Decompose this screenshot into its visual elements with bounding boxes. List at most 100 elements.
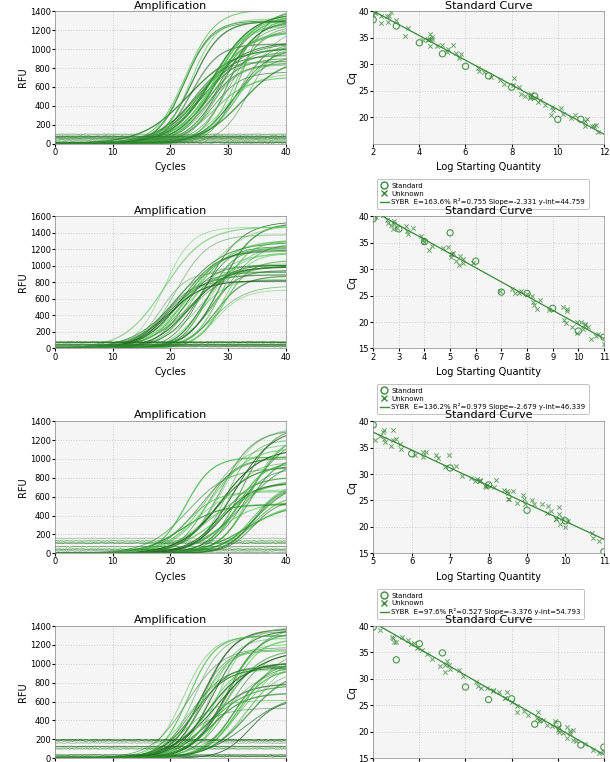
Point	[520, 498, 529, 511]
Point	[446, 248, 456, 261]
Point	[599, 741, 609, 753]
Point	[520, 90, 529, 102]
Point	[564, 514, 573, 527]
Point	[503, 493, 513, 505]
Point	[586, 333, 596, 345]
Legend: Standard, Unknown, SYBR  E=136.2% R²=0.979 Slope=-2.679 y-int=46.339: Standard, Unknown, SYBR E=136.2% R²=0.97…	[377, 384, 589, 414]
Point	[470, 475, 480, 487]
Point	[468, 257, 478, 269]
Point	[392, 654, 401, 666]
Point	[380, 436, 390, 448]
Point	[580, 738, 589, 750]
Point	[391, 434, 401, 446]
Point	[445, 227, 455, 239]
Point	[456, 48, 465, 60]
Point	[407, 638, 417, 650]
Point	[388, 434, 398, 446]
Point	[370, 7, 380, 19]
Point	[456, 250, 465, 262]
Point	[481, 481, 490, 493]
Point	[442, 46, 452, 59]
Point	[495, 74, 504, 86]
Point	[556, 102, 565, 114]
Legend: Standard, Unknown, SYBR  E=163.6% R²=0.755 Slope=-2.331 y-int=44.759: Standard, Unknown, SYBR E=163.6% R²=0.75…	[377, 179, 589, 209]
Point	[533, 706, 543, 718]
Point	[440, 658, 450, 671]
Point	[576, 114, 586, 126]
Point	[418, 447, 428, 459]
Point	[503, 485, 512, 497]
Y-axis label: RFU: RFU	[18, 478, 28, 497]
Point	[392, 20, 401, 32]
Point	[522, 287, 532, 299]
Point	[569, 734, 578, 746]
Point	[368, 213, 378, 225]
Point	[519, 704, 529, 716]
Point	[378, 425, 388, 437]
Point	[417, 644, 427, 656]
Point	[402, 226, 412, 238]
Point	[370, 434, 380, 446]
Point	[500, 691, 509, 703]
Point	[440, 665, 450, 677]
Point	[481, 479, 490, 491]
Title: Standard Curve: Standard Curve	[445, 615, 533, 626]
Y-axis label: RFU: RFU	[18, 682, 28, 702]
Point	[542, 507, 552, 520]
Point	[442, 655, 451, 667]
Point	[565, 727, 575, 739]
Point	[544, 304, 554, 316]
Point	[525, 91, 535, 103]
Point	[389, 636, 399, 648]
Point	[547, 720, 557, 732]
Point	[376, 10, 386, 22]
Point	[568, 724, 578, 736]
Point	[403, 21, 413, 34]
Point	[495, 685, 504, 697]
Point	[382, 10, 392, 22]
Point	[401, 219, 411, 232]
Point	[484, 479, 493, 491]
Point	[487, 685, 497, 697]
Point	[479, 66, 489, 78]
Point	[599, 142, 609, 155]
Point	[410, 449, 420, 461]
Point	[445, 663, 455, 675]
Point	[386, 219, 396, 231]
Point	[443, 43, 453, 55]
Point	[403, 634, 412, 646]
Point	[440, 460, 450, 472]
Point	[372, 205, 382, 217]
Point	[536, 714, 545, 726]
Point	[599, 338, 609, 350]
Point	[509, 72, 518, 85]
Point	[518, 488, 528, 501]
Point	[423, 34, 433, 46]
Point	[529, 498, 539, 511]
Point	[431, 450, 440, 462]
Point	[465, 472, 475, 485]
X-axis label: Log Starting Quantity: Log Starting Quantity	[436, 162, 541, 172]
Point	[368, 621, 378, 633]
Point	[418, 450, 428, 463]
Point	[427, 239, 437, 251]
Point	[553, 718, 562, 730]
Point	[559, 107, 569, 120]
Point	[514, 287, 524, 299]
Point	[368, 8, 378, 21]
Point	[471, 675, 481, 687]
Point	[599, 546, 609, 558]
Point	[475, 474, 484, 486]
Point	[559, 314, 569, 326]
Point	[560, 521, 570, 533]
Point	[418, 34, 428, 46]
Point	[507, 696, 517, 709]
Point	[454, 664, 464, 676]
Point	[448, 247, 458, 259]
Legend: Standard, Unknown, SYBR  E=97.6% R²=0.527 Slope=-3.376 y-int=54.793: Standard, Unknown, SYBR E=97.6% R²=0.527…	[377, 589, 584, 619]
Point	[389, 218, 399, 230]
Point	[391, 14, 401, 26]
X-axis label: Log Starting Quantity: Log Starting Quantity	[436, 367, 541, 377]
Point	[497, 286, 506, 298]
Point	[592, 330, 601, 342]
